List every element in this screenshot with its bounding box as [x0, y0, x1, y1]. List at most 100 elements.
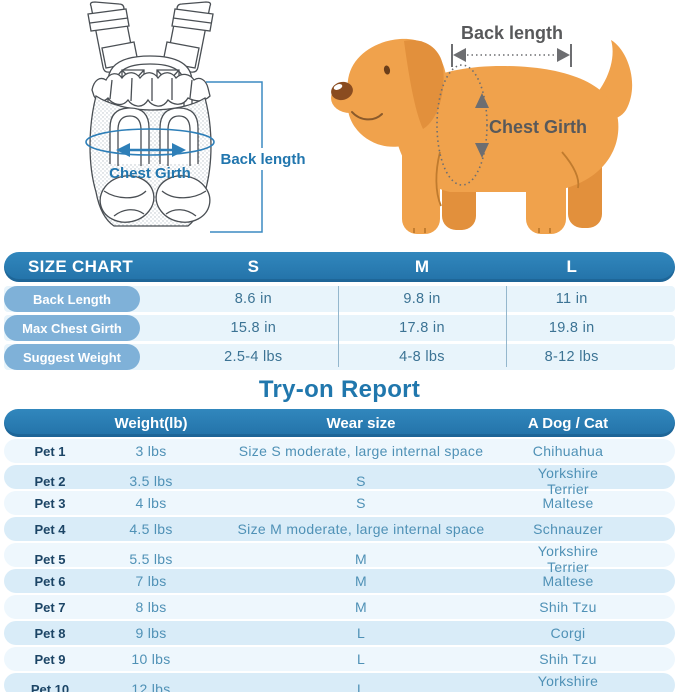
cell-breed: Corgi — [550, 625, 586, 641]
cell-wear-size: Size S moderate, large internal space — [238, 443, 484, 459]
header-weight: Weight(lb) — [114, 414, 188, 432]
carrier-girth-arrow-left — [116, 143, 130, 157]
carrier-drawing — [87, 1, 214, 227]
size-chart-header: SIZE CHART S M L — [4, 252, 675, 282]
tryon-report-title: Try-on Report — [258, 376, 421, 403]
dog-legs — [402, 140, 566, 234]
table-row: Pet 1 3 lbs Size S moderate, large inter… — [4, 439, 675, 463]
pet-label: Pet 10 — [30, 681, 70, 692]
table-row: Pet 10 12 lbs L Yorkshire Terrier — [4, 673, 675, 692]
carrier-back-length-label: Back length — [220, 151, 305, 168]
cell-value: 19.8 in — [548, 320, 595, 336]
dog-back-length-label: Back length — [461, 23, 563, 43]
dog-measurements: Back length Chest Girth — [436, 23, 587, 186]
measurement-illustrations: Chest Girth Back length — [0, 0, 679, 250]
cell-weight: 7 lbs — [135, 573, 167, 589]
size-chart-title: SIZE CHART — [28, 257, 133, 276]
dog-chest-girth-label: Chest Girth — [489, 117, 587, 137]
carrier-measurements: Chest Girth Back length — [85, 81, 310, 233]
pet-label: Pet 2 — [34, 473, 66, 489]
cell-wear-size: M — [355, 599, 367, 615]
row-label-max-chest-girth: Max Chest Girth — [4, 315, 140, 341]
pet-label: Pet 6 — [34, 573, 66, 589]
cell-wear-size: L — [356, 651, 366, 667]
header-dog-cat: A Dog / Cat — [527, 414, 609, 432]
dog-girth-ellipse — [436, 64, 488, 186]
cell-breed: Yorkshire Terrier — [537, 465, 599, 497]
cell-weight: 4 lbs — [135, 495, 167, 511]
dog-girth-arrow-up — [475, 93, 489, 108]
table-row: Pet 5 5.5 lbs M Yorkshire Terrier — [4, 543, 675, 575]
column-divider — [506, 286, 507, 367]
tryon-table-header: Weight(lb) Wear size A Dog / Cat — [4, 409, 675, 437]
size-column-m: M — [414, 257, 430, 276]
tryon-report-table: Weight(lb) Wear size A Dog / Cat Pet 1 3… — [4, 409, 675, 692]
cell-value: 17.8 in — [399, 320, 445, 336]
cell-wear-size: M — [355, 551, 367, 567]
cell-breed: Shih Tzu — [539, 651, 597, 667]
table-row: Max Chest Girth 15.8 in 17.8 in 19.8 in — [4, 315, 675, 341]
cell-value: 2.5-4 lbs — [224, 349, 283, 365]
cell-wear-size: Size M moderate, large internal space — [237, 521, 485, 537]
size-column-s: S — [247, 257, 259, 276]
pet-label: Pet 3 — [34, 495, 66, 511]
pet-label: Pet 7 — [34, 599, 66, 615]
size-chart: SIZE CHART S M L Back Length 8.6 in 9.8 … — [4, 252, 675, 370]
table-row: Pet 6 7 lbs M Maltese — [4, 569, 675, 593]
cell-weight: 5.5 lbs — [129, 551, 173, 567]
table-row: Pet 9 10 lbs L Shih Tzu — [4, 647, 675, 671]
cell-breed: Schnauzer — [533, 521, 603, 537]
cell-weight: 3 lbs — [135, 443, 167, 459]
carrier-chest-girth-label: Chest Girth — [109, 165, 191, 182]
carrier-bottom-openings — [99, 175, 211, 223]
cell-weight: 3.5 lbs — [129, 473, 173, 489]
dog-mouth — [351, 111, 383, 121]
cell-weight: 4.5 lbs — [129, 521, 173, 537]
carrier-ruffle-band — [91, 72, 211, 107]
cell-wear-size: L — [356, 625, 366, 641]
table-row: Pet 2 3.5 lbs S Yorkshire Terrier — [4, 465, 675, 497]
table-row: Pet 8 9 lbs L Corgi — [4, 621, 675, 645]
cell-breed: Maltese — [542, 573, 594, 589]
cell-value: 11 in — [555, 291, 588, 307]
table-row: Pet 4 4.5 lbs Size M moderate, large int… — [4, 517, 675, 541]
cell-value: 8-12 lbs — [544, 349, 599, 365]
table-row: Pet 7 8 lbs M Shih Tzu — [4, 595, 675, 619]
cell-wear-size: S — [356, 495, 366, 511]
cell-wear-size: S — [356, 473, 366, 489]
dog-diagram: Back length Chest Girth — [331, 23, 633, 234]
dog-drawing — [331, 38, 633, 234]
row-label-suggest-weight: Suggest Weight — [4, 344, 140, 370]
header-wear-size: Wear size — [326, 414, 396, 432]
column-divider — [338, 286, 339, 367]
dog-eye — [383, 65, 391, 75]
carrier-girth-ellipse — [85, 128, 215, 156]
dog-back-arrow-left — [453, 48, 466, 62]
cell-breed: Yorkshire Terrier — [537, 673, 599, 692]
pet-label: Pet 8 — [34, 625, 66, 641]
cell-wear-size: L — [356, 681, 366, 692]
dog-back-arrow-right — [557, 48, 570, 62]
cell-wear-size: M — [355, 573, 367, 589]
size-column-l: L — [566, 257, 577, 276]
cell-value: 4-8 lbs — [399, 349, 445, 365]
pet-label: Pet 5 — [34, 551, 66, 567]
pet-label: Pet 1 — [34, 443, 66, 459]
size-chart-body: Back Length 8.6 in 9.8 in 11 in Max Ches… — [4, 286, 675, 370]
carrier-girth-arrow-right — [172, 143, 186, 157]
table-row: Suggest Weight 2.5-4 lbs 4-8 lbs 8-12 lb… — [4, 344, 675, 370]
cell-breed: Shih Tzu — [539, 599, 597, 615]
table-row: Pet 3 4 lbs S Maltese — [4, 491, 675, 515]
row-label-back-length: Back Length — [4, 286, 140, 312]
cell-breed: Maltese — [542, 495, 594, 511]
cell-breed: Chihuahua — [532, 443, 604, 459]
cell-value: 9.8 in — [403, 291, 441, 307]
cell-value: 15.8 in — [230, 320, 277, 336]
cell-weight: 9 lbs — [135, 625, 167, 641]
cell-weight: 8 lbs — [135, 599, 167, 615]
table-row: Back Length 8.6 in 9.8 in 11 in — [4, 286, 675, 312]
pet-label: Pet 4 — [34, 521, 66, 537]
dog-ear — [404, 40, 444, 129]
cell-weight: 10 lbs — [131, 651, 171, 667]
